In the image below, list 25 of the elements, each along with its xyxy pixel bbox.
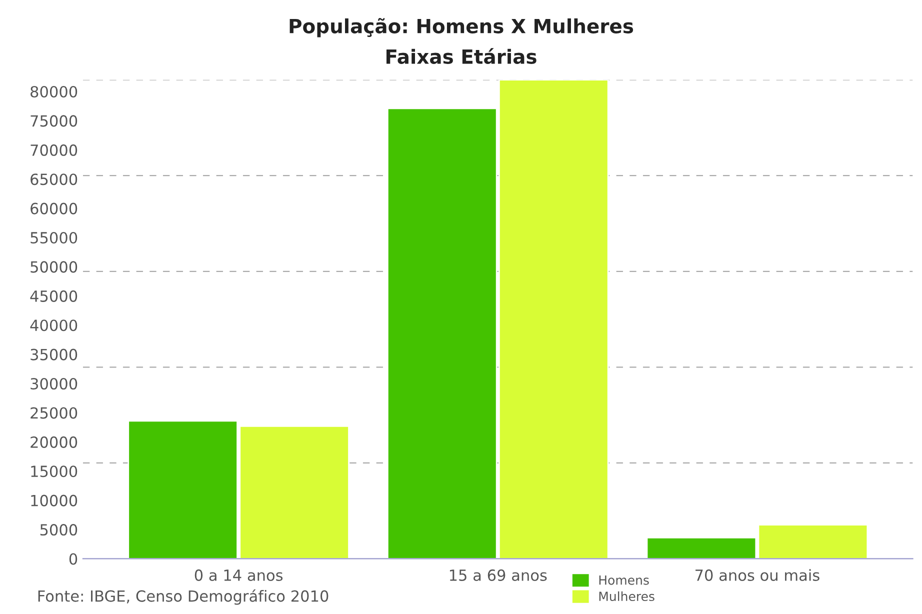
source-note: Fonte: IBGE, Censo Demográfico 2010 [38,589,328,605]
y-tick-label: 55000 [30,232,78,244]
chart-title: População: Homens X Mulheres [290,18,634,38]
y-tick-label: 70000 [30,144,78,156]
y-tick-label: 30000 [30,378,78,390]
y-tick-label: 15000 [31,466,78,478]
chart-subtitle: Faixas Etárias [386,48,536,64]
x-tick-label: 15 a 69 anos [450,569,547,581]
y-tick-label: 20000 [30,436,78,448]
y-tick-label: 75000 [30,115,78,127]
y-tick-label: 45000 [30,290,78,302]
x-tick-label: 70 anos ou mais [696,569,820,581]
y-tick-label: 65000 [30,174,78,186]
y-tick-label: 25000 [30,407,78,419]
y-tick-label: 0 [69,553,78,565]
legend-label: Homens [599,576,649,585]
y-tick-label: 5000 [40,524,78,536]
y-tick-label: 40000 [30,320,78,332]
x-tick-label: 0 a 14 anos [194,569,283,581]
legend-label: Mulheres [599,591,654,602]
y-tick-label: 60000 [30,202,78,214]
y-tick-label: 80000 [30,86,78,98]
y-tick-label: 35000 [30,348,78,360]
y-tick-label: 50000 [30,261,78,273]
y-tick-label: 10000 [31,494,78,506]
